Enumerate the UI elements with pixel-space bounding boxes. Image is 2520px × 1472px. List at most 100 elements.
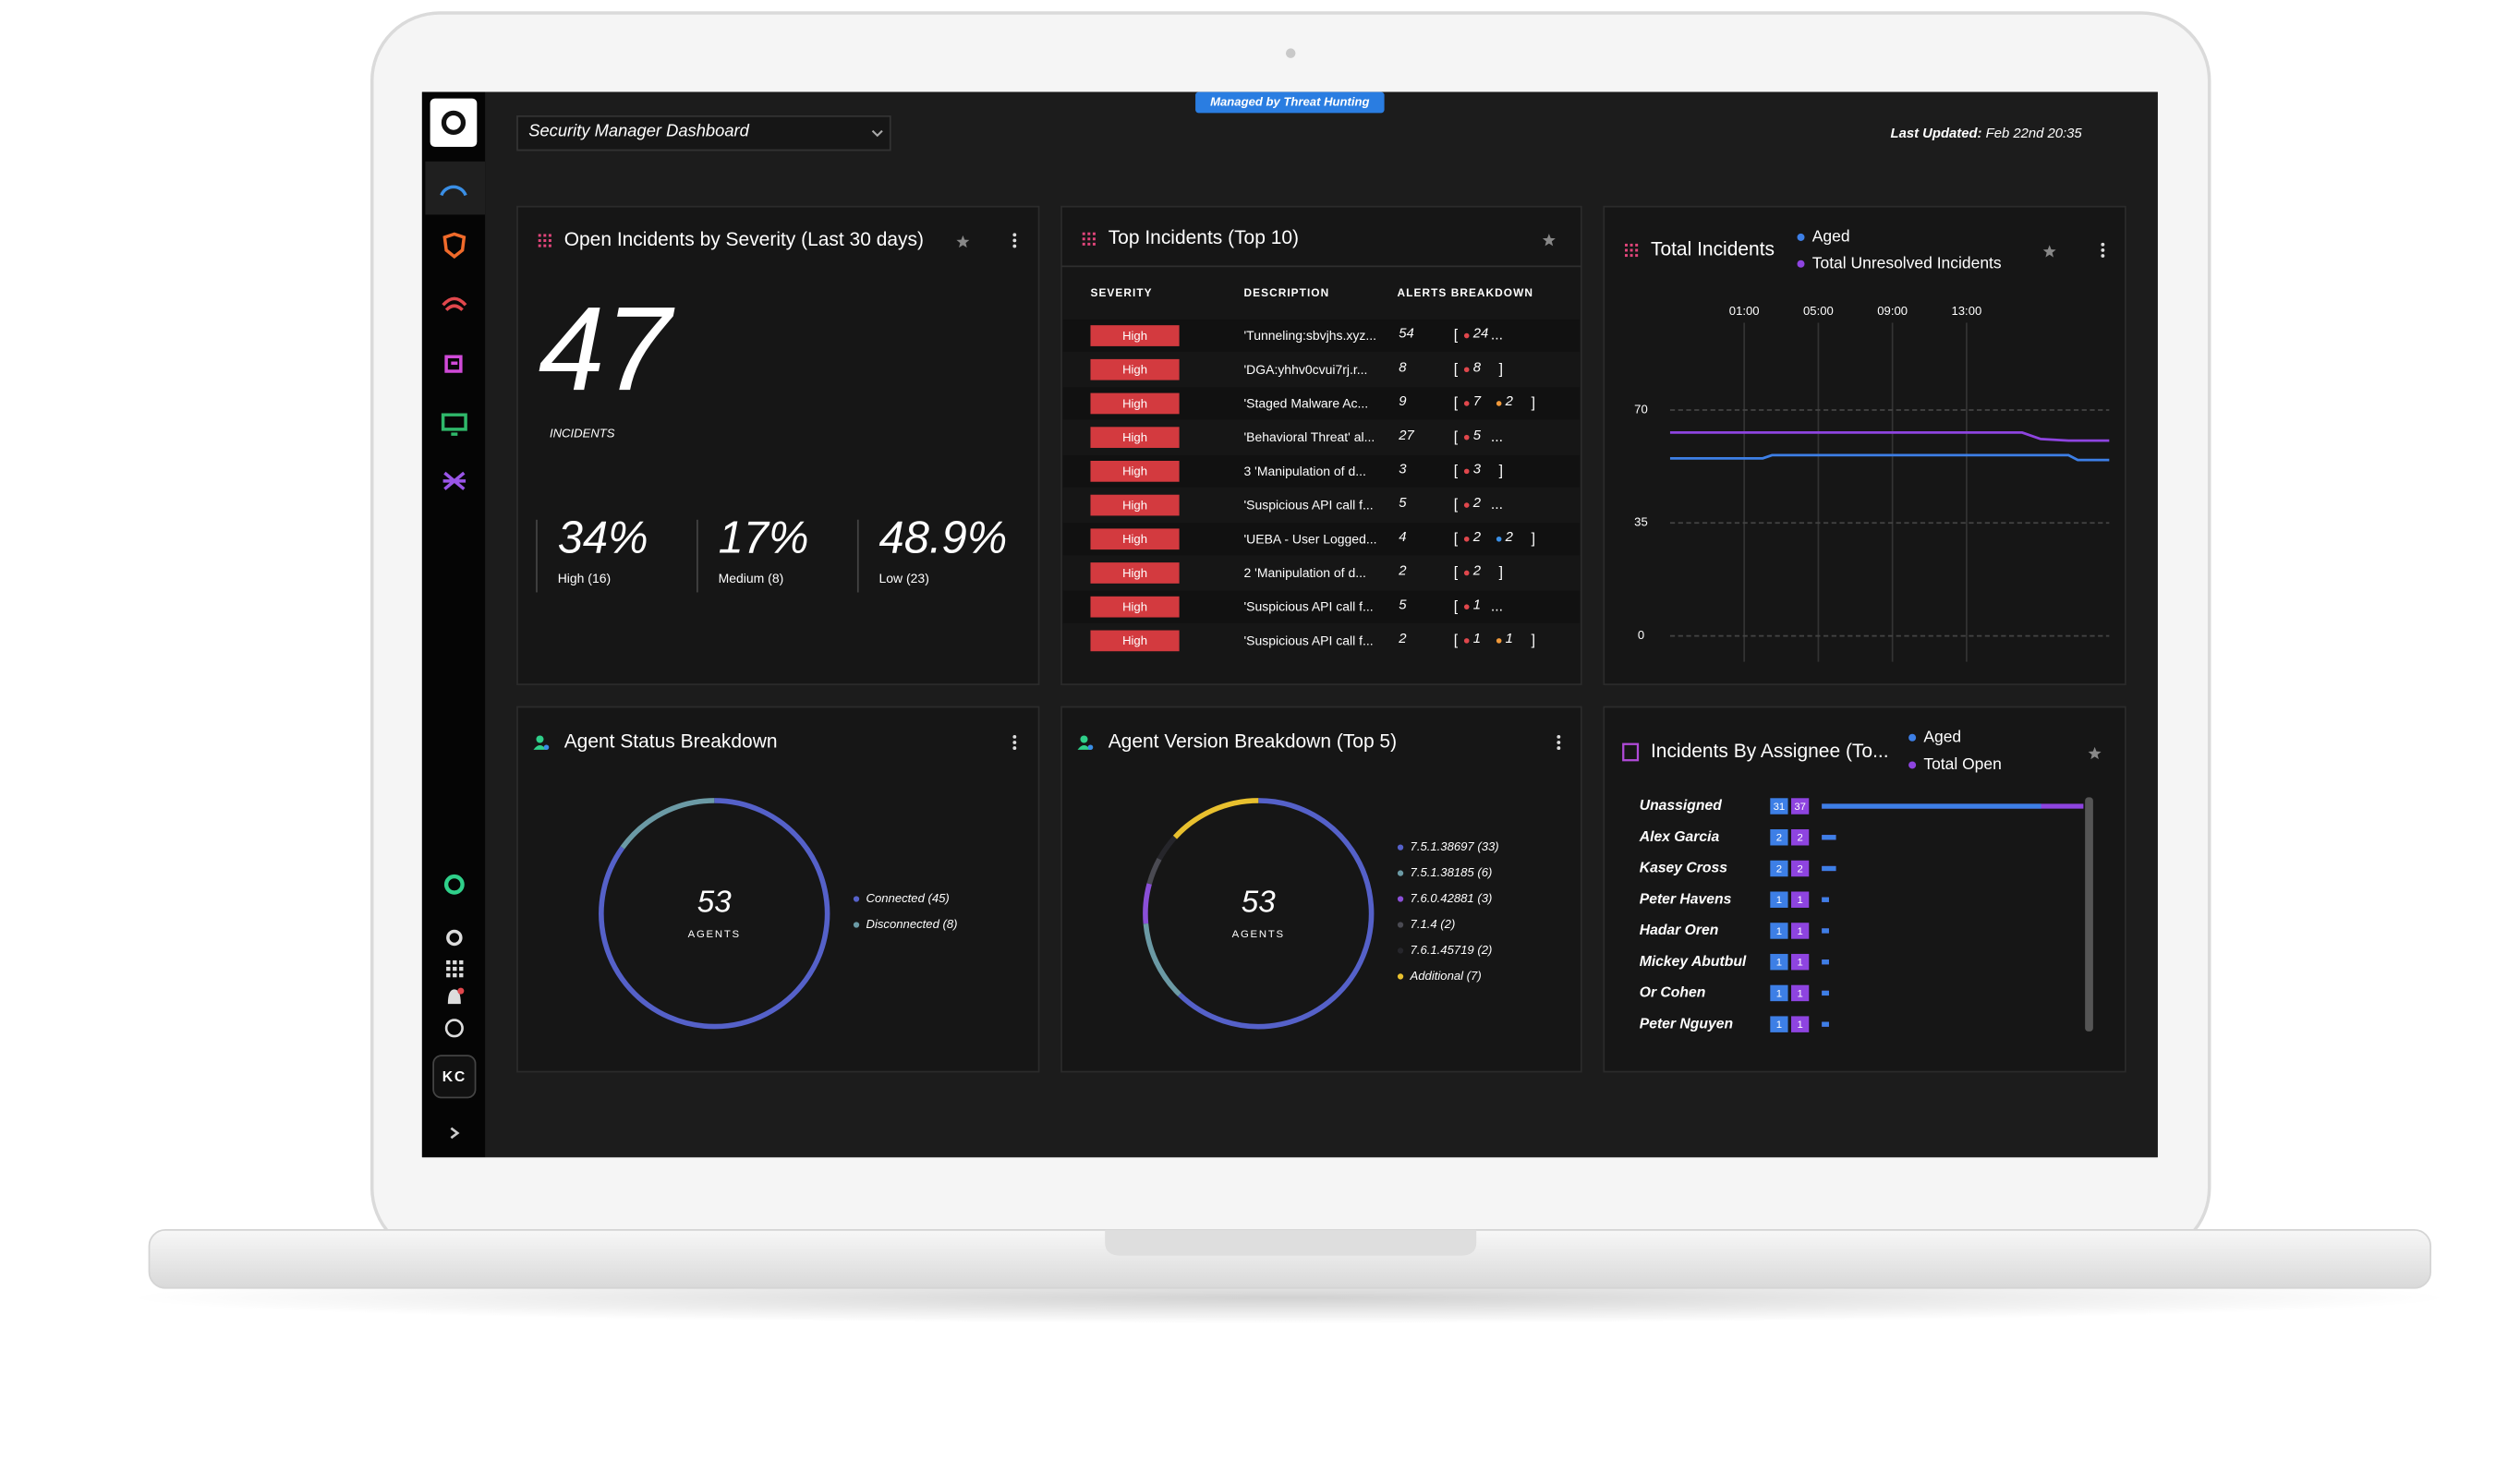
breakdown-value: 2 (1505, 530, 1514, 545)
legend-label: Total Open (1923, 754, 2002, 773)
aged-count: 2 (1776, 863, 1782, 875)
menu-dot (2101, 247, 2105, 252)
nav-settings[interactable] (446, 929, 463, 947)
severity-percent: 48.9% (879, 513, 1008, 562)
icon-dot (543, 234, 547, 237)
dashboard-name: Security Manager Dashboard (528, 120, 749, 139)
column-header: ALERTS BREAKDOWN (1398, 286, 1533, 299)
icon-body (1077, 745, 1091, 750)
widget-icon (1082, 232, 1096, 246)
bracket: [ (1454, 395, 1459, 411)
icon-dot (1630, 243, 1633, 247)
alert-count: 2 (1398, 564, 1407, 579)
widget (1603, 706, 2126, 1073)
bracket: [ (1454, 328, 1459, 344)
menu-button[interactable] (1012, 233, 1017, 248)
widget-title: Incidents By Assignee (To... (1651, 741, 1889, 762)
icon-dot (548, 244, 551, 247)
bar-aged (1822, 835, 1836, 840)
severity-label: Low (23) (879, 571, 929, 585)
severity-text: High (1122, 633, 1147, 647)
favorite-star[interactable] (1542, 234, 1556, 247)
description: 'DGA:yhhv0cvui7rj.r... (1244, 362, 1368, 377)
favorite-star[interactable] (956, 235, 970, 248)
severity-badge (1090, 392, 1180, 415)
nav-network[interactable] (442, 471, 466, 490)
nav-help[interactable] (444, 1019, 464, 1038)
assignee-name: Alex Garcia (1639, 829, 1720, 845)
alert-count: 54 (1399, 327, 1414, 342)
icon-dot (1625, 243, 1628, 247)
icon-badge (543, 744, 550, 751)
open-count: 37 (1794, 802, 1806, 813)
menu-dot (1012, 734, 1017, 739)
icon-dot (1635, 243, 1639, 247)
nav-apps[interactable] (446, 959, 464, 978)
total-label: INCIDENTS (550, 427, 615, 440)
severity-text: High (1122, 396, 1147, 410)
scrollbar[interactable] (2085, 797, 2093, 1032)
icon-dot (1087, 237, 1091, 241)
menu-dot (2101, 254, 2105, 258)
menu-dot (1012, 746, 1017, 751)
icon-dot (543, 244, 547, 247)
open-badge (1791, 953, 1810, 971)
menu-button[interactable] (1557, 734, 1561, 751)
favorite-star[interactable] (2042, 245, 2056, 258)
breakdown-dot (1463, 570, 1470, 576)
bracket: [ (1454, 464, 1459, 479)
dashboard-select[interactable] (516, 115, 891, 151)
assignee-name: Hadar Oren (1640, 923, 1719, 938)
donut-slice (1172, 798, 1259, 839)
panels: Open Incidents by Severity (Last 30 days… (516, 205, 2126, 1073)
legend-swatch (1797, 259, 1805, 268)
bracket: ] (1532, 633, 1535, 648)
favorite-star[interactable] (2088, 746, 2102, 760)
user-avatar[interactable] (432, 1055, 477, 1099)
nav-investigation[interactable] (444, 355, 463, 373)
menu-button[interactable] (1012, 734, 1017, 751)
logo[interactable] (430, 98, 478, 148)
assignee-name: Peter Nguyen (1640, 1016, 1733, 1032)
breakdown-value: 1 (1506, 632, 1513, 646)
widget-title: Top Incidents (Top 10) (1109, 227, 1299, 248)
nav-incidents[interactable] (442, 232, 466, 259)
legend-swatch (1908, 761, 1917, 769)
nav-threats[interactable] (442, 296, 467, 311)
aged-badge (1770, 860, 1788, 877)
donut-slice (599, 798, 830, 1030)
nav-status[interactable] (443, 874, 465, 895)
sidebar-expand[interactable] (450, 1127, 460, 1140)
nav-endpoints[interactable] (441, 413, 467, 436)
icon-head (536, 735, 544, 743)
logo-mark (441, 110, 466, 135)
legend-label: 7.6.1.45719 (2) (1411, 943, 1493, 957)
aged-badge (1770, 798, 1788, 814)
breakdown-value: 3 (1473, 463, 1482, 477)
last-updated-time: Feb 22nd 20:35 (1986, 127, 2083, 141)
breakdown-value: 7 (1473, 394, 1482, 409)
x-tick-label: 01:00 (1729, 304, 1760, 318)
icon-dot (1087, 232, 1091, 235)
severity-label: Medium (8) (719, 571, 784, 585)
menu-button[interactable] (2101, 242, 2105, 258)
assignee-name: Kasey Cross (1640, 861, 1727, 876)
menu-dot (1557, 734, 1561, 739)
description: 'Tunneling:sbvjhs.xyz... (1244, 328, 1376, 343)
icon-dot (543, 239, 547, 242)
badge-text: Managed by Threat Hunting (1210, 94, 1369, 108)
nav-notifications[interactable] (447, 989, 461, 1005)
breakdown-dot (1463, 468, 1470, 475)
icon-dot (538, 239, 541, 242)
more: ... (1491, 328, 1503, 344)
breakdown-value: 2 (1472, 530, 1482, 545)
legend-label: Aged (1923, 727, 1961, 745)
bracket: [ (1454, 429, 1459, 445)
legend-swatch (1397, 973, 1404, 980)
legend-label: 7.5.1.38185 (6) (1411, 865, 1493, 879)
bracket: ] (1532, 395, 1535, 411)
severity-badge (1090, 427, 1180, 449)
breakdown-dot (1463, 401, 1470, 406)
description: 'UEBA - User Logged... (1244, 531, 1377, 546)
nav-dashboard[interactable] (440, 185, 467, 197)
